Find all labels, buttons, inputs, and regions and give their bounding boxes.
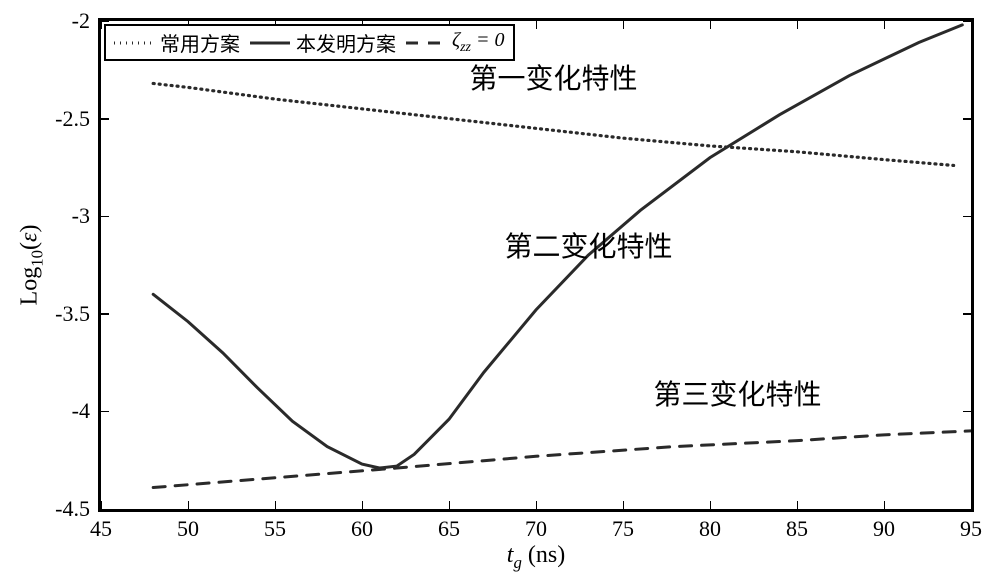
series-third	[153, 431, 971, 488]
y-tick-mark	[963, 411, 971, 413]
x-tick-mark	[623, 501, 625, 509]
y-tick-label: -3.5	[55, 301, 90, 327]
x-tick-mark	[884, 501, 886, 509]
legend-sample-line	[114, 35, 154, 51]
x-tick-mark	[623, 21, 625, 29]
legend: 常用方案 本发明方案 ζzz = 0	[104, 24, 515, 61]
y-tick-label: -4	[72, 398, 90, 424]
x-tick-mark	[101, 21, 103, 29]
legend-text: ζzz = 0	[452, 29, 505, 56]
x-tick-mark	[971, 21, 973, 29]
annotation-label: 第三变化特性	[653, 373, 821, 413]
x-tick-mark	[884, 21, 886, 29]
y-axis-label: Log10(ε)	[17, 225, 48, 306]
y-tick-mark	[101, 411, 109, 413]
x-tick-mark	[536, 21, 538, 29]
x-tick-label: 75	[612, 516, 634, 542]
x-tick-mark	[275, 501, 277, 509]
x-tick-label: 80	[699, 516, 721, 542]
y-tick-label: -3	[72, 203, 90, 229]
x-tick-label: 65	[438, 516, 460, 542]
y-tick-label: -4.5	[55, 496, 90, 522]
x-tick-label: 50	[177, 516, 199, 542]
x-axis-label: tg (ns)	[507, 542, 565, 573]
x-tick-label: 60	[351, 516, 373, 542]
x-tick-mark	[188, 501, 190, 509]
y-tick-label: -2	[72, 8, 90, 34]
y-tick-mark	[963, 216, 971, 218]
x-tick-label: 90	[873, 516, 895, 542]
x-tick-mark	[449, 501, 451, 509]
y-tick-mark	[963, 313, 971, 315]
x-tick-label: 45	[90, 516, 112, 542]
annotation-label: 第二变化特性	[505, 225, 673, 265]
y-tick-mark	[101, 216, 109, 218]
legend-text: 本发明方案	[296, 28, 396, 57]
x-tick-mark	[362, 501, 364, 509]
y-tick-mark	[101, 509, 109, 511]
y-tick-mark	[963, 21, 971, 23]
x-tick-mark	[797, 501, 799, 509]
x-tick-label: 85	[786, 516, 808, 542]
legend-item: 常用方案	[114, 28, 240, 57]
x-tick-mark	[797, 21, 799, 29]
y-tick-mark	[963, 118, 971, 120]
x-tick-label: 95	[960, 516, 982, 542]
legend-item: 本发明方案	[250, 28, 396, 57]
legend-text: 常用方案	[160, 28, 240, 57]
y-tick-mark	[101, 118, 109, 120]
x-tick-mark	[536, 501, 538, 509]
legend-item: ζzz = 0	[406, 29, 505, 56]
annotation-label: 第一变化特性	[470, 57, 638, 97]
y-tick-mark	[101, 21, 109, 23]
x-tick-mark	[710, 501, 712, 509]
y-tick-mark	[963, 509, 971, 511]
x-tick-label: 55	[264, 516, 286, 542]
y-tick-mark	[101, 313, 109, 315]
x-tick-mark	[710, 21, 712, 29]
legend-sample-line	[406, 35, 446, 51]
legend-sample-line	[250, 35, 290, 51]
chart-frame: 45 50 55 60 65 70 75 80 85 90 95 -4.5 -4 -3.5 -3 -2.5 -…	[0, 0, 1000, 578]
x-tick-label: 70	[525, 516, 547, 542]
y-tick-label: -2.5	[55, 106, 90, 132]
